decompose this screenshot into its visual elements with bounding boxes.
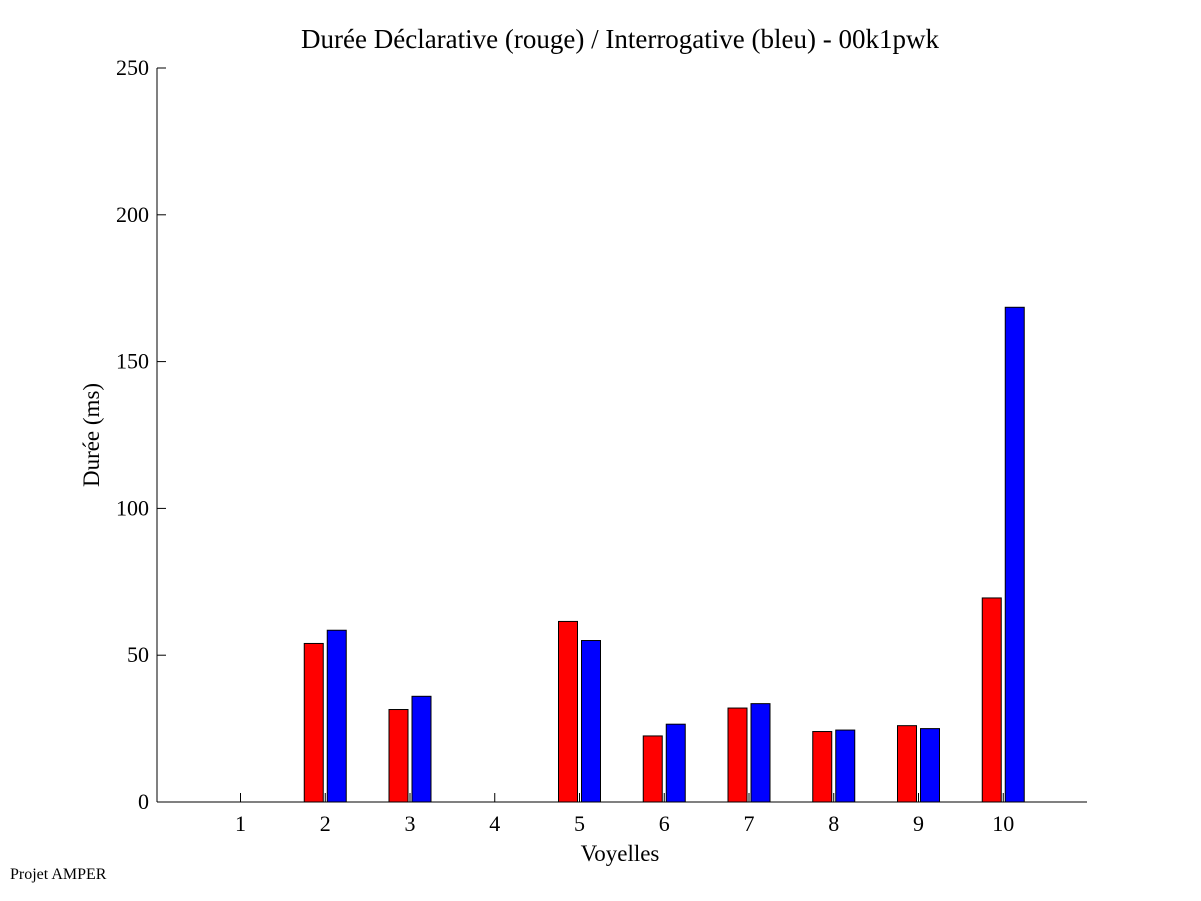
bar-series1-2 — [303, 642, 324, 803]
x-tick-label: 4 — [489, 811, 500, 836]
y-axis-label: Durée (ms) — [79, 383, 104, 487]
bar-series1-10 — [981, 597, 1002, 803]
bar-series1-5 — [558, 620, 578, 803]
chart-title: Durée Déclarative (rouge) / Interrogativ… — [301, 24, 939, 54]
y-tick-label: 100 — [116, 495, 149, 520]
y-tick-label: 0 — [138, 789, 149, 814]
x-tick-label: 10 — [992, 811, 1014, 836]
bar-series1-7 — [727, 707, 748, 803]
y-tick-label: 150 — [116, 349, 149, 374]
x-tick-label: 9 — [913, 811, 924, 836]
bar-series2-2 — [326, 629, 347, 803]
y-tick-label: 250 — [116, 55, 149, 80]
x-tick-label: 7 — [744, 811, 755, 836]
bar-series2-3 — [411, 695, 432, 803]
bar-series1-9 — [897, 725, 917, 803]
bar-series2-9 — [920, 728, 940, 803]
y-tick-label: 200 — [116, 202, 149, 227]
y-tick-label: 50 — [127, 642, 149, 667]
x-tick-label: 5 — [574, 811, 585, 836]
x-tick-label: 2 — [320, 811, 331, 836]
x-axis-label: Voyelles — [581, 841, 660, 866]
x-tick-label: 3 — [405, 811, 416, 836]
bar-series2-7 — [750, 703, 771, 803]
bar-series1-8 — [812, 731, 833, 803]
axes-layer: 0 50 100 150 200 250 1 2 3 4 5 6 7 8 9 10 — [116, 55, 1087, 836]
bar-series2-5 — [581, 640, 601, 803]
footer-note: Projet AMPER — [10, 866, 107, 883]
x-tick-label: 6 — [659, 811, 670, 836]
x-tick-label: 8 — [828, 811, 839, 836]
bar-series2-8 — [835, 729, 856, 803]
bar-series1-3 — [388, 709, 409, 803]
bar-series2-10 — [1004, 306, 1025, 803]
bars-layer — [303, 306, 1025, 803]
bar-series2-6 — [665, 723, 686, 803]
x-tick-label: 1 — [235, 811, 246, 836]
bar-series1-6 — [642, 735, 663, 803]
